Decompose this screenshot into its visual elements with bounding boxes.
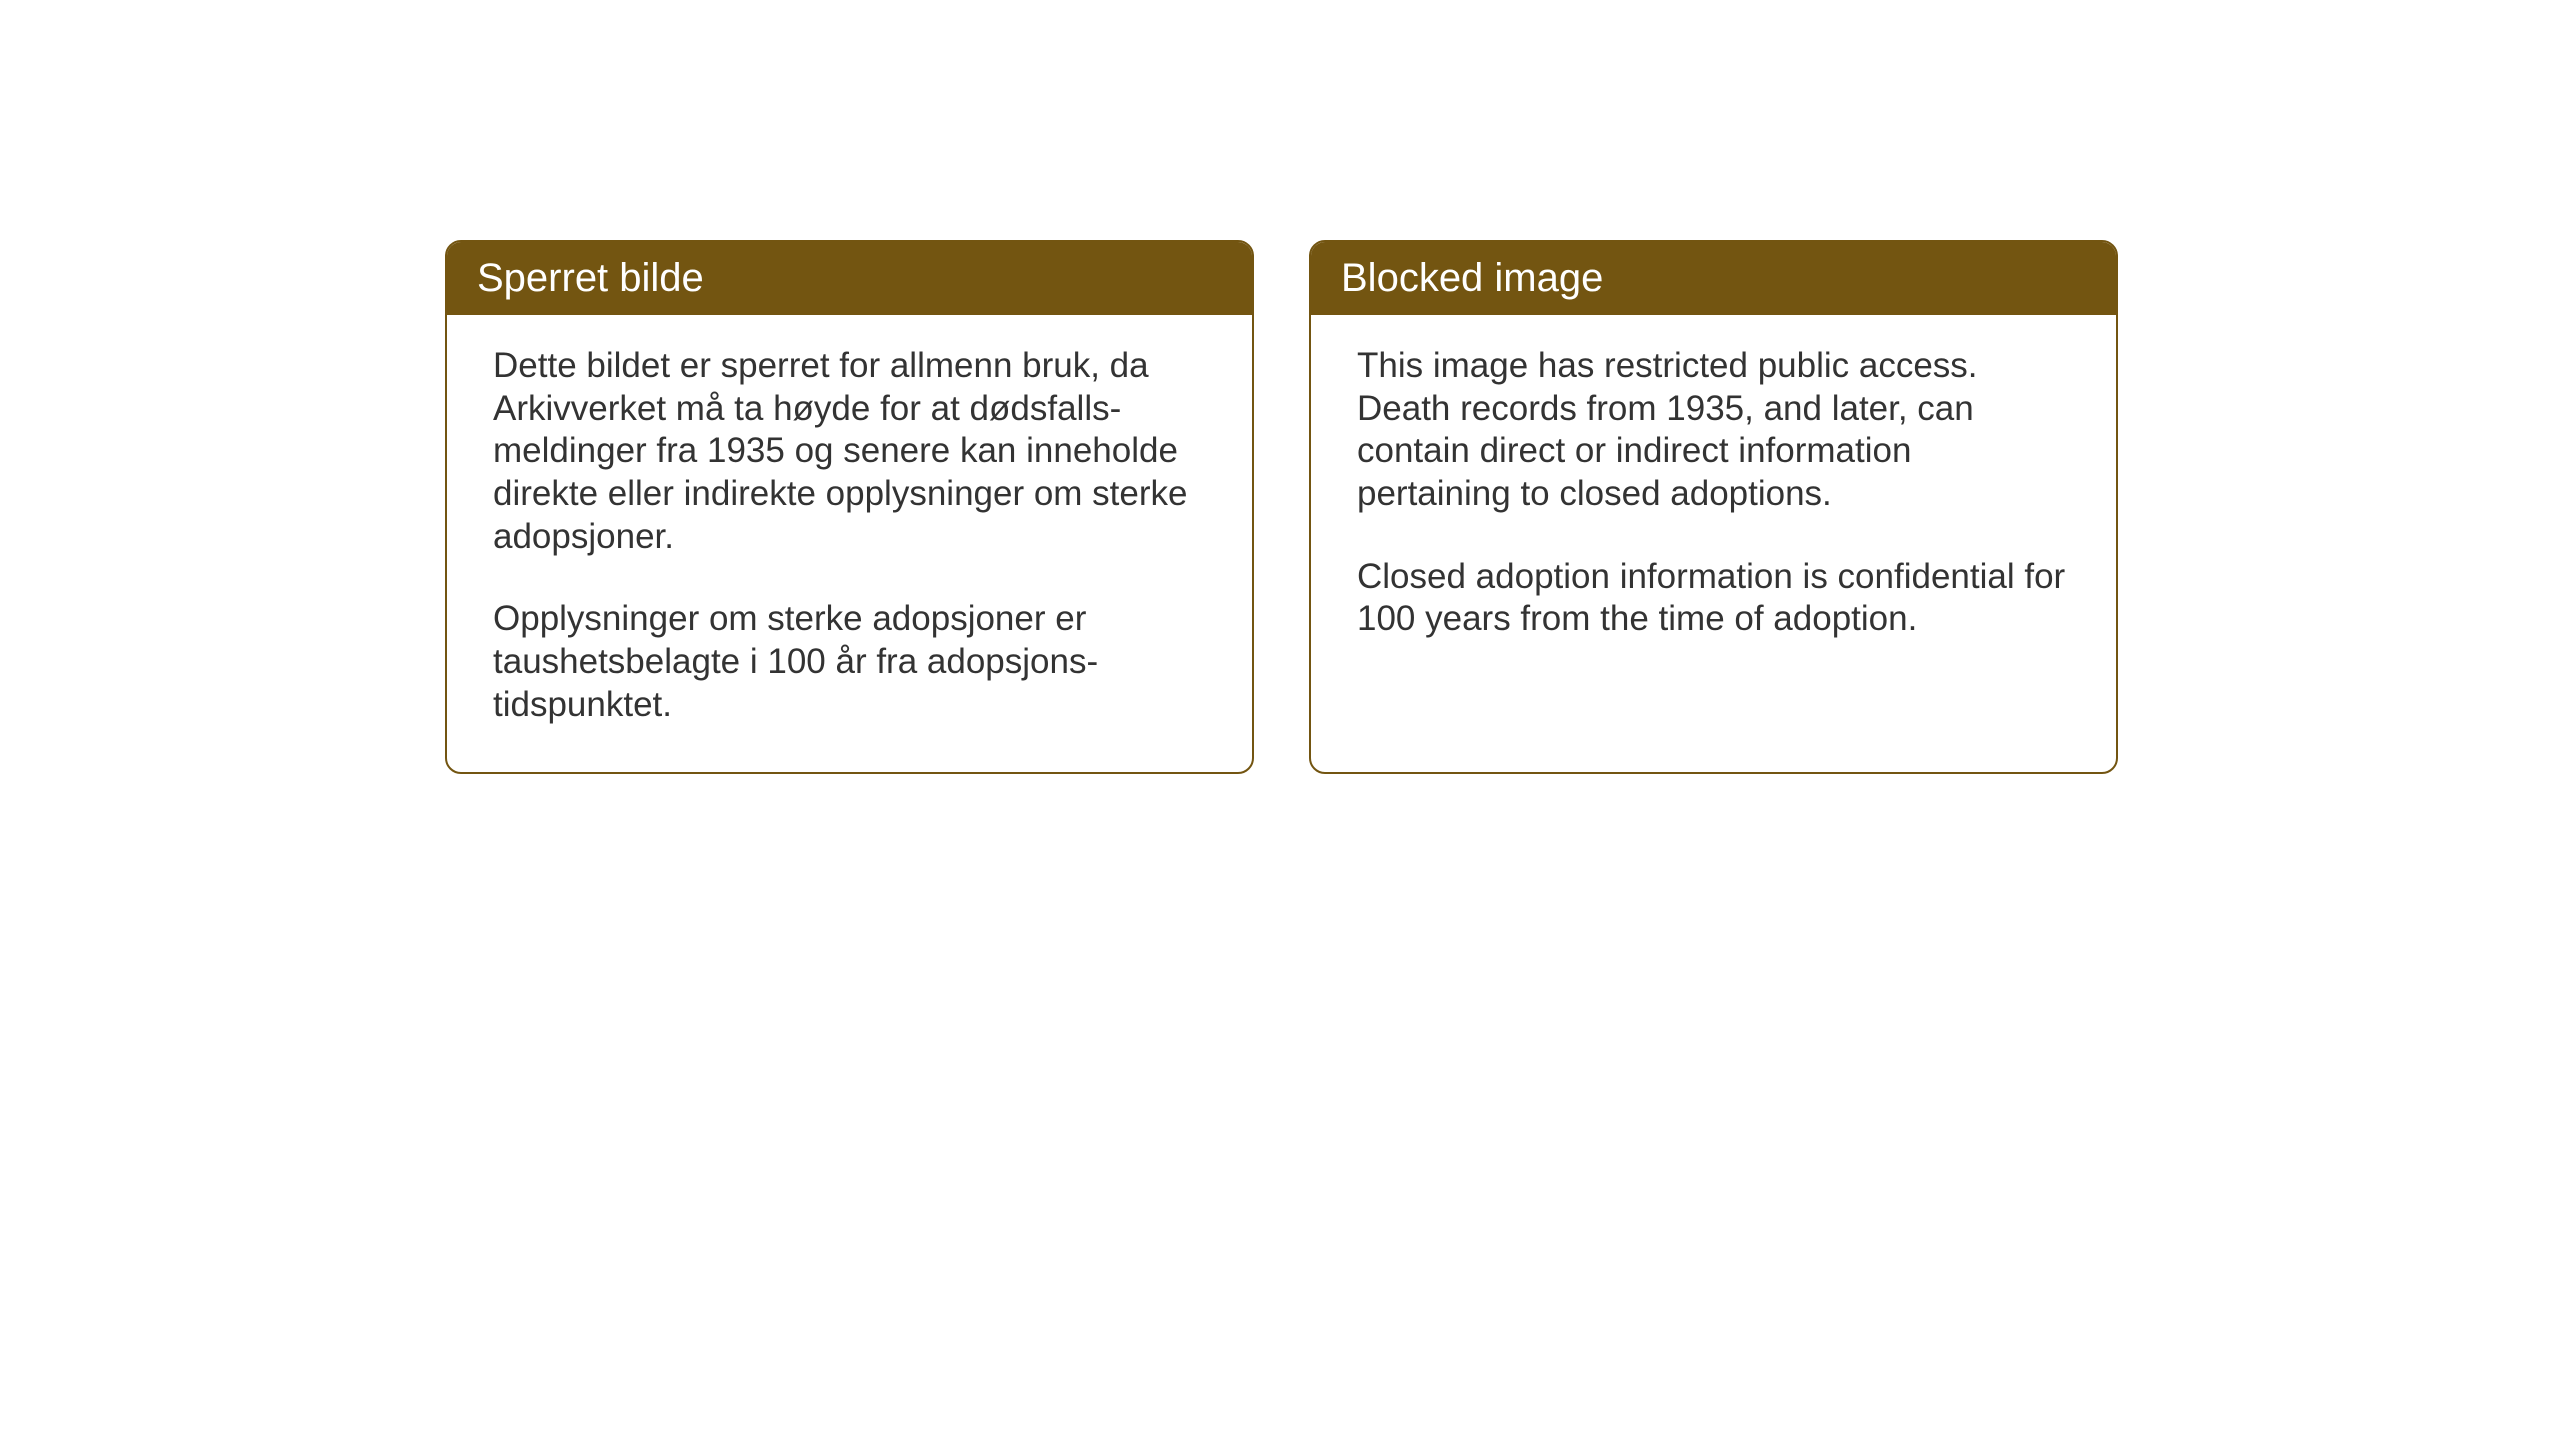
card-paragraph-2-english: Closed adoption information is confident… — [1357, 556, 2070, 641]
card-paragraph-1-norwegian: Dette bildet er sperret for allmenn bruk… — [493, 345, 1206, 558]
card-paragraph-2-norwegian: Opplysninger om sterke adopsjoner er tau… — [493, 598, 1206, 726]
notice-card-norwegian: Sperret bilde Dette bildet er sperret fo… — [445, 240, 1254, 774]
card-body-english: This image has restricted public access.… — [1311, 315, 2116, 755]
notice-card-container: Sperret bilde Dette bildet er sperret fo… — [445, 240, 2118, 774]
notice-card-english: Blocked image This image has restricted … — [1309, 240, 2118, 774]
card-title-english: Blocked image — [1311, 242, 2116, 315]
card-body-norwegian: Dette bildet er sperret for allmenn bruk… — [447, 315, 1252, 772]
card-title-norwegian: Sperret bilde — [447, 242, 1252, 315]
card-paragraph-1-english: This image has restricted public access.… — [1357, 345, 2070, 516]
